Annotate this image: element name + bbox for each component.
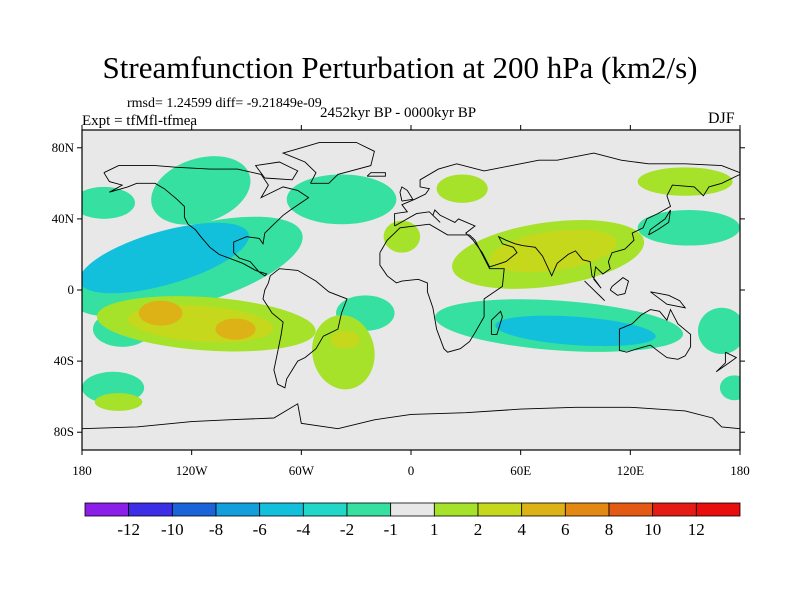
colorbar-box-9	[433, 502, 479, 517]
experiment-label: Expt = tfMfl-tfmea	[82, 113, 198, 129]
stats-line: rmsd= 1.24599 diff= -9.21849e-09	[127, 96, 322, 111]
y-tick-label-0: 0	[68, 282, 75, 297]
iceland-coast	[366, 172, 386, 177]
north-america-coast	[103, 165, 310, 277]
contour-region-8-level--4	[495, 315, 656, 347]
contour-region-25-level-1	[94, 393, 143, 411]
antarctica-coast	[82, 403, 740, 430]
period-label: 2452kyr BP - 0000kyr BP	[320, 105, 477, 121]
sumatra-coast	[584, 280, 606, 302]
colorbar-label--10: -10	[161, 520, 184, 539]
colorbar-box-7	[346, 502, 392, 517]
colorbar-box-8	[390, 502, 435, 517]
contour-region-16-level-1	[383, 220, 421, 253]
contour-region-9-level--2	[697, 307, 740, 354]
colorbar-label--1: -1	[384, 520, 398, 539]
colorbar-label--2: -2	[340, 520, 354, 539]
x-tick-label-180: 180	[72, 463, 92, 478]
x-tick-label-60W: 60W	[289, 463, 315, 478]
borneo-coast	[609, 277, 630, 296]
colorbar-label-6: 6	[561, 520, 570, 539]
y-tick-label-40S: 40S	[54, 353, 74, 368]
coastline-layer	[82, 141, 740, 430]
x-tick-label-120E: 120E	[617, 463, 645, 478]
colorbar-label-1: 1	[430, 520, 439, 539]
y-tick-label-80S: 80S	[54, 424, 74, 439]
colorbar-box-14	[652, 502, 697, 517]
axis-ticks-layer: 180 120W 60W 0 60E 120E 180 80N 40N 0 40S 80S	[52, 125, 750, 478]
new-zealand-coast	[715, 351, 738, 373]
colorbar-label-12: 12	[688, 520, 705, 539]
colorbar-label--4: -4	[296, 520, 311, 539]
colorbar-box-11	[521, 502, 566, 517]
colorbar-box-4	[215, 502, 261, 517]
contour-region-1-level--2	[151, 156, 251, 225]
australia-coast	[618, 308, 692, 360]
colorbar-box-6	[302, 502, 348, 517]
colorbar-label--6: -6	[253, 520, 267, 539]
contour-region-13-level--2	[719, 375, 740, 401]
new-guinea-coast	[650, 291, 687, 309]
colorbar-label-2: 2	[474, 520, 483, 539]
greenland-coast	[281, 141, 375, 184]
contour-region-11-level--2	[637, 210, 740, 246]
colorbar-label-4: 4	[517, 520, 526, 539]
contour-region-3-level--2	[286, 174, 397, 225]
colorbar-box-12	[564, 502, 610, 517]
contour-region-15-level-1	[436, 174, 488, 203]
colorbar-box-13	[608, 502, 654, 517]
y-tick-label-40N: 40N	[52, 211, 75, 226]
x-tick-label-0: 0	[408, 463, 415, 478]
africa-coast	[379, 223, 505, 353]
baffin-coast	[254, 161, 299, 181]
contour-fill-layer	[82, 156, 740, 411]
colorbar-layer: -12 -10 -8 -6 -4 -2 -1 1 2 4 6 8 10 12	[84, 502, 741, 539]
contour-region-2-level--2	[82, 186, 135, 219]
contour-region-18-level-2	[490, 229, 617, 273]
eurasia-coast	[394, 152, 740, 289]
colorbar-box-2	[128, 502, 173, 517]
colorbar-box-5	[259, 502, 304, 517]
x-tick-label-180: 180	[730, 463, 750, 478]
south-america-coast	[262, 268, 348, 389]
contour-region-21-level-4	[138, 300, 183, 326]
colorbar-box-1	[84, 502, 130, 517]
contour-region-14-level-1	[637, 167, 733, 196]
chart-title: Streamfunction Perturbation at 200 hPa (…	[102, 50, 698, 85]
contour-region-5-level--4	[82, 222, 249, 294]
colorbar-label--8: -8	[209, 520, 223, 539]
contour-region-22-level-4	[215, 318, 256, 340]
japan-coast	[648, 209, 671, 236]
colorbar-label-10: 10	[644, 520, 661, 539]
colorbar-label--12: -12	[117, 520, 140, 539]
x-tick-label-120W: 120W	[176, 463, 209, 478]
season-label: DJF	[708, 110, 735, 127]
colorbar-box-10	[477, 502, 523, 517]
contour-region-24-level-2	[330, 330, 360, 349]
colorbar-box-15	[695, 502, 741, 517]
colorbar-label-8: 8	[605, 520, 614, 539]
y-tick-label-80N: 80N	[52, 140, 75, 155]
colorbar-box-3	[171, 502, 217, 517]
madagascar-coast	[490, 310, 503, 335]
x-tick-label-60E: 60E	[510, 463, 531, 478]
british-isles-coast	[399, 186, 414, 202]
